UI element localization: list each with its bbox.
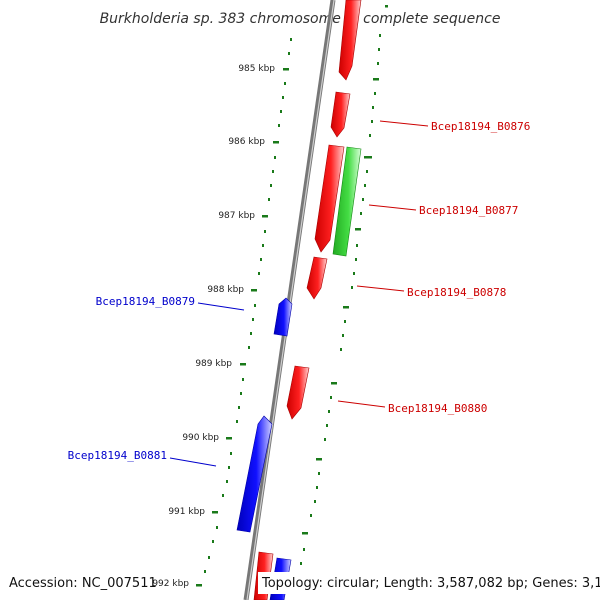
accession-background (4, 572, 152, 594)
summary-text: Topology: circular; Length: 3,587,082 bp… (261, 576, 600, 591)
map-title: Burkholderia sp. 383 chromosome 2, compl… (100, 11, 501, 27)
gene-label-b0879[interactable]: Bcep18194_B0879 (96, 295, 195, 308)
tick-label-991: 991 kbp (168, 507, 205, 517)
forward-features (253, 0, 362, 600)
gene-label-b0876[interactable]: Bcep18194_B0876 (431, 120, 530, 133)
tick-label-987: 987 kbp (218, 211, 255, 221)
tick-label-985: 985 kbp (238, 64, 275, 74)
tick-mark (240, 363, 246, 366)
gene-label-b0877[interactable]: Bcep18194_B0877 (419, 204, 518, 217)
footer: Accession: NC_007511 Topology: circular;… (4, 572, 600, 594)
leader-line-b0880 (337, 400, 386, 408)
tick-label-989: 989 kbp (195, 359, 232, 369)
gene-label-b0880[interactable]: Bcep18194_B0880 (388, 402, 487, 415)
accession-text: Accession: NC_007511 (9, 576, 157, 591)
tick-mark (283, 68, 289, 71)
leader-line-b0878 (356, 285, 405, 292)
tick-mark (251, 289, 257, 292)
gene-arrow-b0877[interactable] (314, 144, 345, 253)
sequence-backbone (243, 0, 336, 600)
leader-line-b0877 (368, 204, 417, 211)
gene-arrow-b0878[interactable] (306, 256, 328, 300)
gene-labels: Bcep18194_B0876 Bcep18194_B0877 Bcep1819… (68, 120, 530, 467)
leader-line-b0876 (379, 120, 429, 127)
tick-label-990: 990 kbp (182, 433, 219, 443)
tick-mark (262, 215, 268, 218)
tick-label-986: 986 kbp (228, 137, 265, 147)
gene-arrow-b0876[interactable] (330, 91, 351, 138)
tick-label-992: 992 kbp (152, 579, 189, 589)
leader-line-b0879 (197, 302, 245, 311)
gene-label-b0878[interactable]: Bcep18194_B0878 (407, 286, 506, 299)
tick-label-988: 988 kbp (207, 285, 244, 295)
green-feature[interactable] (332, 146, 362, 257)
inner-dot-track (196, 38, 292, 587)
gene-arrow[interactable] (338, 0, 362, 81)
leader-line-b0881 (169, 457, 217, 467)
gene-arrow-b0880[interactable] (286, 365, 310, 420)
tick-mark (212, 511, 218, 514)
summary-background (258, 572, 596, 594)
gene-arrow-b0881[interactable] (236, 415, 273, 533)
reverse-features (236, 297, 293, 600)
tick-mark (273, 141, 279, 144)
outer-dot-track (300, 5, 388, 565)
gene-arrow-b0879[interactable] (273, 297, 293, 337)
kbp-tick-labels: 985 kbp 986 kbp 987 kbp 988 kbp 989 kbp … (152, 64, 275, 589)
tick-mark (226, 437, 232, 440)
gene-label-b0881[interactable]: Bcep18194_B0881 (68, 449, 167, 462)
tick-mark (196, 584, 202, 587)
